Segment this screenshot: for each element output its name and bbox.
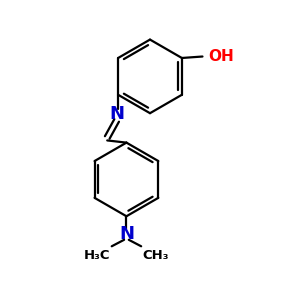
Text: H₃C: H₃C (84, 249, 110, 262)
Text: N: N (119, 225, 134, 243)
Text: CH₃: CH₃ (142, 249, 169, 262)
Text: N: N (109, 105, 124, 123)
Text: OH: OH (208, 49, 234, 64)
